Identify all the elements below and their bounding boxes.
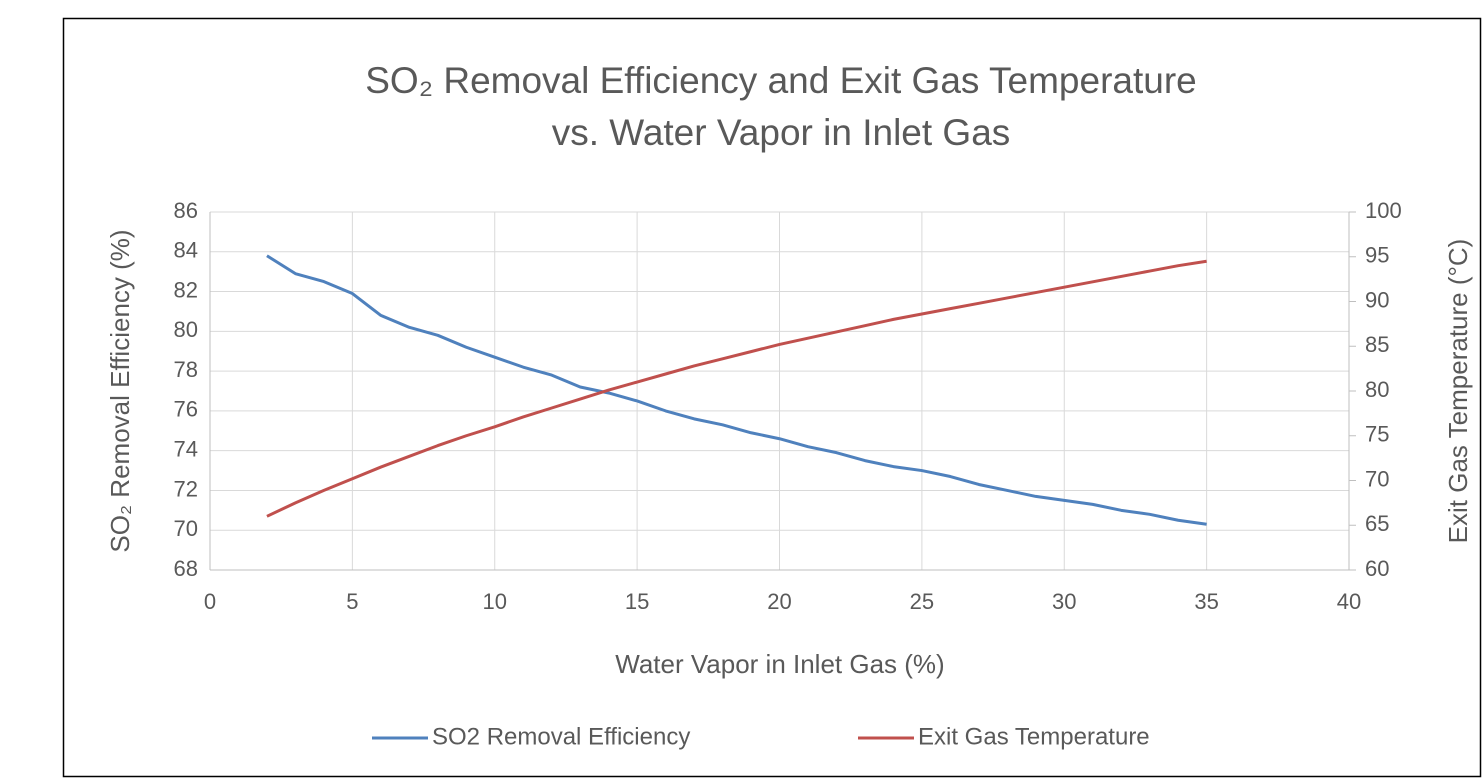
y-tick-label: 68 (174, 556, 198, 581)
y2-tick-label: 70 (1365, 466, 1389, 491)
y-tick-label: 82 (174, 277, 198, 302)
x-axis-title: Water Vapor in Inlet Gas (%) (615, 649, 944, 679)
legend-label: Exit Gas Temperature (918, 723, 1150, 750)
y2-tick-label: 90 (1365, 287, 1389, 312)
data-line (266, 259, 1207, 518)
legend-label: SO2 Removal Efficiency (432, 723, 690, 750)
data-line (266, 254, 1207, 526)
x-tick-label: 35 (1194, 589, 1218, 614)
y-tick-label: 80 (174, 317, 198, 342)
x-tick-label: 15 (625, 589, 649, 614)
y2-axis-title: Exit Gas Temperature (°C) (1443, 239, 1473, 544)
y-tick-label: 76 (174, 397, 198, 422)
y2-tick-label: 95 (1365, 243, 1389, 268)
y-tick-label: 70 (174, 516, 198, 541)
y2-tick-label: 75 (1365, 422, 1389, 447)
chart-border (62, 17, 1482, 778)
chart-title: SO₂ Removal Efficiency and Exit Gas Temp… (365, 60, 1197, 153)
x-tick-label: 20 (767, 589, 791, 614)
y-tick-label: 84 (174, 238, 198, 263)
y-tick-label: 78 (174, 357, 198, 382)
y-axis-title: SO₂ Removal Efficiency (%) (105, 229, 135, 552)
x-tick-label: 5 (346, 589, 358, 614)
x-tick-label: 25 (910, 589, 934, 614)
y2-tick-label: 65 (1365, 511, 1389, 536)
y2-tick-label: 60 (1365, 556, 1389, 581)
y2-tick-label: 100 (1365, 198, 1402, 223)
y-tick-label: 72 (174, 476, 198, 501)
y-tick-label: 86 (174, 198, 198, 223)
x-tick-label: 0 (204, 589, 216, 614)
x-tick-label: 10 (483, 589, 507, 614)
y2-tick-label: 80 (1365, 377, 1389, 402)
y-tick-label: 74 (174, 436, 198, 461)
y2-tick-label: 85 (1365, 332, 1389, 357)
x-tick-label: 30 (1052, 589, 1076, 614)
x-tick-label: 40 (1337, 589, 1361, 614)
